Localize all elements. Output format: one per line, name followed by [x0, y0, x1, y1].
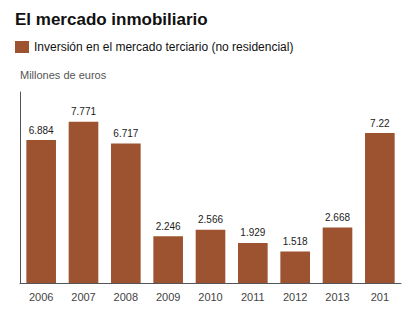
svg-text:6.884: 6.884: [29, 125, 54, 136]
svg-text:201: 201: [371, 291, 389, 303]
svg-text:2008: 2008: [114, 291, 138, 303]
svg-text:Millones de euros: Millones de euros: [20, 69, 107, 81]
svg-text:2011: 2011: [241, 291, 265, 303]
svg-text:2013: 2013: [325, 291, 349, 303]
svg-text:El mercado inmobiliario: El mercado inmobiliario: [15, 10, 208, 29]
svg-text:2009: 2009: [156, 291, 180, 303]
svg-text:2007: 2007: [71, 291, 95, 303]
svg-text:2006: 2006: [29, 291, 53, 303]
svg-text:2.246: 2.246: [156, 221, 181, 232]
svg-text:1.929: 1.929: [240, 227, 265, 238]
svg-text:2010: 2010: [198, 291, 222, 303]
svg-text:2.566: 2.566: [198, 214, 223, 225]
svg-text:7.771: 7.771: [71, 106, 96, 117]
svg-text:2012: 2012: [283, 291, 307, 303]
svg-text:2.668: 2.668: [325, 212, 350, 223]
svg-text:Inversión en el mercado tercia: Inversión en el mercado terciario (no re…: [34, 40, 293, 54]
svg-text:1.518: 1.518: [283, 236, 308, 247]
svg-text:7.22: 7.22: [370, 118, 390, 129]
svg-text:6.717: 6.717: [113, 128, 138, 139]
